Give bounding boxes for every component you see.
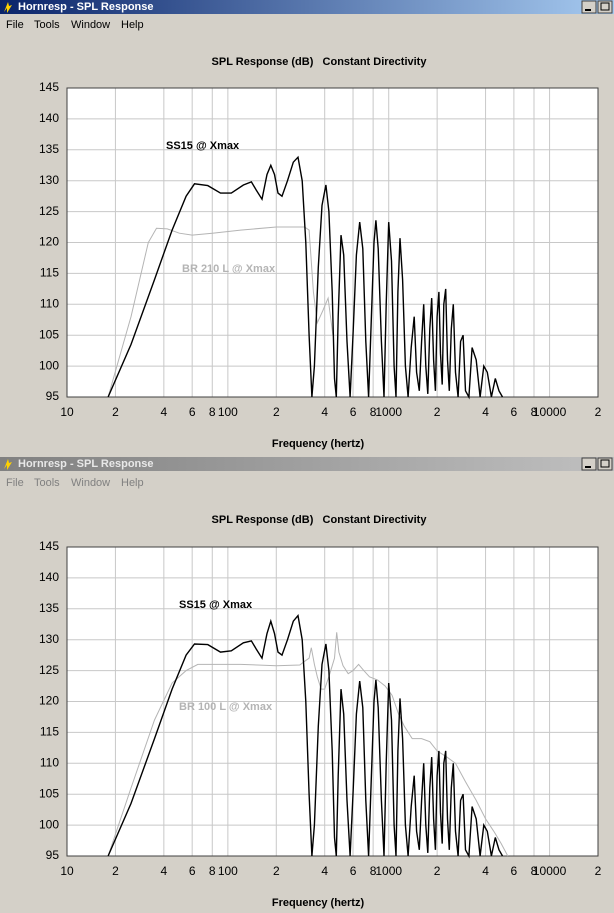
x-tick-label: 1000 (375, 864, 402, 878)
x-tick-label: 2 (112, 405, 119, 419)
chart-title: SPL Response (dB) Constant Directivity (212, 56, 428, 68)
menu-item[interactable]: Help (121, 477, 144, 489)
y-tick-label: 110 (40, 296, 59, 310)
x-tick-label: 10000 (533, 405, 567, 419)
title-bar (0, 0, 614, 14)
y-tick-label: 120 (39, 694, 59, 708)
x-tick-label: 2 (595, 864, 602, 878)
x-tick-label: 8 (370, 405, 377, 419)
x-tick-label: 6 (511, 405, 518, 419)
window-title: Hornresp - SPL Response (18, 458, 154, 470)
app-icon (4, 2, 12, 13)
y-tick-label: 105 (39, 786, 59, 800)
app-icon (4, 459, 12, 470)
y-tick-label: 140 (39, 111, 59, 125)
x-axis-label: Frequency (hertz) (272, 897, 365, 909)
series-line (107, 226, 334, 398)
menu-item[interactable]: Tools (34, 19, 60, 31)
series-label: SS15 @ Xmax (179, 599, 253, 611)
y-tick-label: 135 (39, 601, 59, 615)
y-tick-label: 115 (40, 725, 59, 739)
x-tick-label: 1000 (375, 405, 402, 419)
x-tick-label: 100 (218, 864, 238, 878)
y-tick-label: 115 (40, 266, 59, 280)
menu-item[interactable]: File (6, 19, 24, 31)
plot-border (66, 546, 599, 857)
y-tick-label: 145 (39, 80, 59, 94)
menu-item[interactable]: File (6, 477, 24, 489)
x-tick-label: 2 (434, 405, 441, 419)
x-tick-label: 2 (273, 864, 280, 878)
y-tick-label: 95 (46, 848, 60, 862)
y-tick-label: 145 (39, 539, 59, 553)
series-label: BR 210 L @ Xmax (182, 263, 276, 275)
y-tick-label: 130 (39, 173, 59, 187)
y-tick-label: 135 (39, 142, 59, 156)
plot-border (66, 87, 599, 398)
x-tick-label: 10 (60, 405, 74, 419)
chart-title: SPL Response (dB) Constant Directivity (212, 514, 428, 526)
title-bar (0, 457, 614, 471)
x-tick-label: 4 (161, 864, 168, 878)
x-tick-label: 6 (511, 864, 518, 878)
series-label: SS15 @ Xmax (166, 140, 240, 152)
y-tick-label: 140 (39, 570, 59, 584)
maximize-glyph (600, 2, 610, 11)
menu-bar: File Tools Window Help (6, 477, 144, 489)
y-tick-label: 130 (39, 632, 59, 646)
x-tick-label: 8 (531, 864, 538, 878)
x-tick-label: 6 (350, 405, 357, 419)
series-label: BR 100 L @ Xmax (179, 701, 273, 713)
x-tick-label: 2 (273, 405, 280, 419)
y-tick-label: 100 (39, 358, 59, 372)
y-tick-label: 100 (39, 817, 59, 831)
x-tick-label: 8 (370, 864, 377, 878)
x-tick-label: 8 (209, 405, 216, 419)
menu-item[interactable]: Help (121, 19, 144, 31)
minimize-button[interactable] (581, 0, 597, 14)
y-tick-label: 120 (39, 235, 59, 249)
y-tick-label: 125 (39, 663, 59, 677)
menu-item[interactable]: Window (71, 19, 110, 31)
x-tick-label: 6 (350, 864, 357, 878)
window-title: Hornresp - SPL Response (18, 1, 154, 13)
chart: SPL Response (dB) Constant Directivity 95… (39, 56, 602, 450)
y-tick-label: 110 (40, 755, 59, 769)
menu-bar: File Tools Window Help (6, 19, 144, 31)
x-tick-label: 8 (209, 864, 216, 878)
x-tick-label: 4 (482, 405, 489, 419)
y-tick-label: 95 (46, 389, 60, 403)
x-tick-label: 100 (218, 405, 238, 419)
x-tick-label: 10000 (533, 864, 567, 878)
x-tick-label: 2 (595, 405, 602, 419)
x-tick-label: 2 (434, 864, 441, 878)
x-tick-label: 2 (112, 864, 119, 878)
menu-item[interactable]: Window (71, 477, 110, 489)
y-tick-label: 125 (39, 204, 59, 218)
x-tick-label: 4 (321, 864, 328, 878)
x-tick-label: 6 (189, 405, 196, 419)
x-axis-label: Frequency (hertz) (272, 438, 365, 450)
series-line (107, 155, 504, 400)
y-tick-label: 105 (39, 327, 59, 341)
minimize-button[interactable] (581, 457, 597, 471)
x-tick-label: 4 (482, 864, 489, 878)
series-line (107, 613, 504, 859)
x-tick-label: 10 (60, 864, 74, 878)
x-tick-label: 4 (321, 405, 328, 419)
menu-item[interactable]: Tools (34, 477, 60, 489)
x-tick-label: 4 (161, 405, 168, 419)
x-tick-label: 6 (189, 864, 196, 878)
maximize-glyph (600, 459, 610, 468)
chart: SPL Response (dB) Constant Directivity 95… (39, 514, 602, 909)
x-tick-label: 8 (531, 405, 538, 419)
